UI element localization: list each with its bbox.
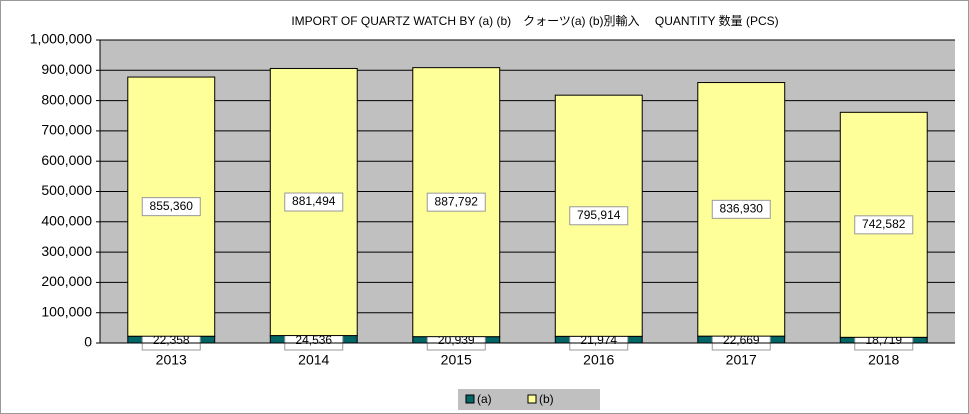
data-label: 22,669 <box>723 333 760 347</box>
data-label: 887,792 <box>435 194 479 208</box>
legend-label: (b) <box>539 392 554 406</box>
y-tick-label: 200,000 <box>41 273 92 289</box>
x-tick-label: 2017 <box>726 352 757 368</box>
y-tick-label: 1,000,000 <box>30 31 92 47</box>
y-tick-label: 300,000 <box>41 243 92 259</box>
chart-title: IMPORT OF QUARTZ WATCH BY (a) (b) クォーツ(a… <box>291 13 778 28</box>
data-label-box <box>426 192 486 212</box>
y-tick-label: 600,000 <box>41 152 92 168</box>
data-label-box <box>711 199 771 219</box>
data-label-box <box>284 192 344 212</box>
data-label: 795,914 <box>577 208 621 222</box>
legend-swatch <box>527 394 537 404</box>
x-tick-label: 2015 <box>441 352 472 368</box>
y-tick-label: 800,000 <box>41 91 92 107</box>
x-tick-label: 2014 <box>298 352 329 368</box>
data-label: 742,582 <box>862 217 906 231</box>
y-tick-label: 100,000 <box>41 303 92 319</box>
x-tick-label: 2013 <box>156 352 187 368</box>
legend-label: (a) <box>477 392 492 406</box>
data-label-box <box>854 215 914 235</box>
y-tick-label: 500,000 <box>41 182 92 198</box>
x-tick-label: 2016 <box>583 352 614 368</box>
data-label: 24,536 <box>295 333 332 347</box>
y-tick-label: 400,000 <box>41 213 92 229</box>
x-tick-label: 2018 <box>868 352 899 368</box>
legend-swatch <box>465 394 475 404</box>
y-tick-label: 700,000 <box>41 122 92 138</box>
data-label: 836,930 <box>720 202 764 216</box>
y-tick-label: 0 <box>84 334 92 350</box>
data-label-box <box>569 206 629 226</box>
data-label: 855,360 <box>150 199 194 213</box>
data-label: 881,494 <box>292 194 336 208</box>
y-tick-label: 900,000 <box>41 61 92 77</box>
data-label-box <box>141 197 201 217</box>
